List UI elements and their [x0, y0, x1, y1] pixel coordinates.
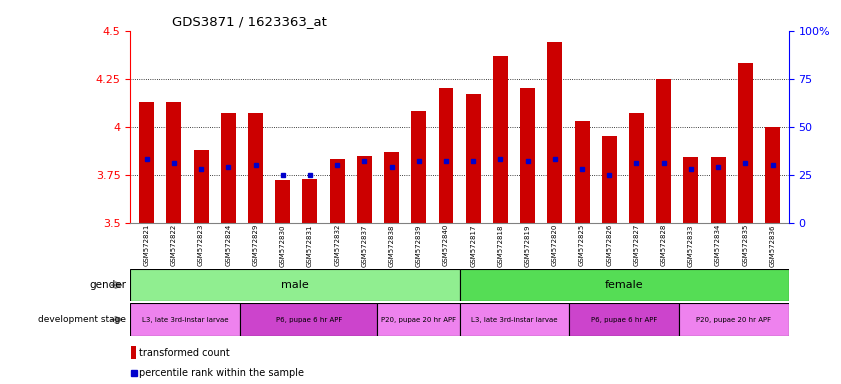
- Bar: [547, 42, 563, 223]
- Bar: [459, 269, 789, 301]
- Text: female: female: [605, 280, 643, 290]
- Bar: [241, 303, 378, 336]
- Bar: [357, 156, 372, 223]
- Text: percentile rank within the sample: percentile rank within the sample: [140, 368, 304, 378]
- Bar: [275, 180, 290, 223]
- Bar: [140, 102, 154, 223]
- Bar: [130, 269, 459, 301]
- Bar: [602, 136, 616, 223]
- Text: development stage: development stage: [38, 315, 126, 324]
- Bar: [569, 303, 679, 336]
- Text: L3, late 3rd-instar larvae: L3, late 3rd-instar larvae: [142, 317, 229, 323]
- Bar: [378, 303, 459, 336]
- Bar: [656, 79, 671, 223]
- Bar: [384, 152, 399, 223]
- Bar: [520, 88, 535, 223]
- Bar: [130, 303, 241, 336]
- Bar: [438, 88, 453, 223]
- Bar: [493, 56, 508, 223]
- Text: P6, pupae 6 hr APF: P6, pupae 6 hr APF: [276, 317, 342, 323]
- Bar: [629, 113, 644, 223]
- Bar: [459, 303, 569, 336]
- Bar: [738, 63, 753, 223]
- Bar: [711, 157, 726, 223]
- Bar: [679, 303, 789, 336]
- Text: gender: gender: [89, 280, 126, 290]
- Bar: [574, 121, 590, 223]
- Bar: [167, 102, 182, 223]
- Bar: [466, 94, 481, 223]
- Text: L3, late 3rd-instar larvae: L3, late 3rd-instar larvae: [471, 317, 558, 323]
- Text: P20, pupae 20 hr APF: P20, pupae 20 hr APF: [381, 317, 456, 323]
- Bar: [330, 159, 345, 223]
- Bar: [248, 113, 263, 223]
- Bar: [193, 150, 209, 223]
- Text: GDS3871 / 1623363_at: GDS3871 / 1623363_at: [172, 15, 327, 28]
- Text: male: male: [281, 280, 309, 290]
- Bar: [765, 127, 780, 223]
- Text: transformed count: transformed count: [140, 348, 230, 358]
- Bar: [411, 111, 426, 223]
- Bar: [131, 346, 136, 359]
- Text: P20, pupae 20 hr APF: P20, pupae 20 hr APF: [696, 317, 771, 323]
- Bar: [303, 179, 317, 223]
- Bar: [221, 113, 235, 223]
- Bar: [684, 157, 698, 223]
- Text: P6, pupae 6 hr APF: P6, pupae 6 hr APF: [591, 317, 658, 323]
